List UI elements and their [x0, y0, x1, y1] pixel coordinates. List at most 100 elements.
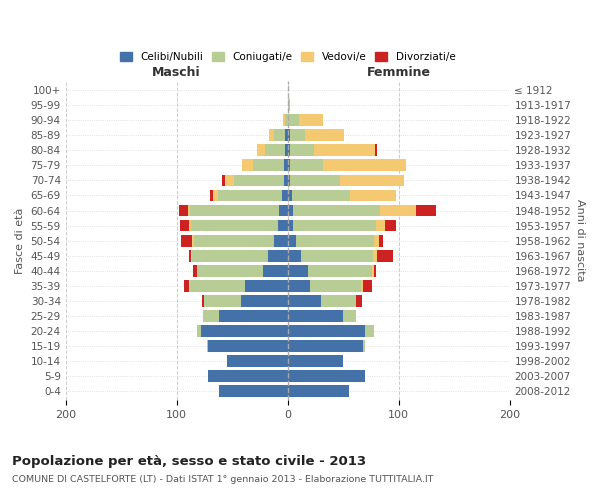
Bar: [323, 160, 406, 171]
Bar: [279, 204, 287, 216]
Bar: [363, 340, 365, 352]
Bar: [290, 160, 323, 171]
Bar: [193, 265, 197, 276]
Bar: [310, 280, 361, 291]
Bar: [287, 114, 299, 126]
Bar: [301, 250, 373, 262]
Bar: [314, 144, 375, 156]
Bar: [287, 204, 293, 216]
Bar: [227, 355, 287, 367]
Bar: [296, 235, 374, 246]
Bar: [377, 250, 393, 262]
Bar: [286, 114, 287, 126]
Bar: [189, 250, 191, 262]
Bar: [206, 340, 208, 352]
Bar: [321, 295, 356, 307]
Bar: [287, 295, 321, 307]
Bar: [287, 99, 290, 111]
Bar: [374, 235, 379, 246]
Bar: [287, 325, 365, 337]
Text: COMUNE DI CASTELFORTE (LT) - Dati ISTAT 1° gennaio 2013 - Elaborazione TUTTITALI: COMUNE DI CASTELFORTE (LT) - Dati ISTAT …: [12, 475, 433, 484]
Bar: [376, 220, 385, 232]
Bar: [203, 310, 219, 322]
Bar: [290, 174, 340, 186]
Text: Femmine: Femmine: [367, 66, 431, 78]
Bar: [282, 190, 287, 202]
Bar: [293, 204, 380, 216]
Legend: Celibi/Nubili, Coniugati/e, Vedovi/e, Divorziati/e: Celibi/Nubili, Coniugati/e, Vedovi/e, Di…: [116, 48, 460, 66]
Bar: [283, 114, 286, 126]
Text: Popolazione per età, sesso e stato civile - 2013: Popolazione per età, sesso e stato civil…: [12, 455, 366, 468]
Bar: [305, 130, 344, 141]
Bar: [189, 220, 191, 232]
Bar: [194, 235, 274, 246]
Bar: [263, 265, 287, 276]
Bar: [287, 265, 308, 276]
Bar: [379, 235, 383, 246]
Bar: [284, 160, 287, 171]
Bar: [287, 190, 292, 202]
Bar: [284, 174, 287, 186]
Bar: [189, 280, 190, 291]
Bar: [191, 250, 192, 262]
Bar: [210, 190, 213, 202]
Bar: [226, 174, 235, 186]
Bar: [363, 280, 372, 291]
Bar: [287, 280, 310, 291]
Bar: [287, 386, 349, 397]
Bar: [253, 160, 284, 171]
Bar: [287, 250, 301, 262]
Text: Maschi: Maschi: [152, 66, 201, 78]
Bar: [299, 114, 323, 126]
Bar: [290, 144, 314, 156]
Bar: [356, 295, 362, 307]
Bar: [278, 220, 287, 232]
Bar: [191, 220, 278, 232]
Bar: [192, 235, 194, 246]
Bar: [190, 280, 245, 291]
Bar: [219, 386, 287, 397]
Bar: [287, 174, 290, 186]
Bar: [269, 130, 274, 141]
Bar: [201, 325, 287, 337]
Bar: [222, 174, 226, 186]
Bar: [361, 280, 363, 291]
Bar: [180, 220, 189, 232]
Bar: [373, 250, 377, 262]
Bar: [365, 325, 374, 337]
Bar: [184, 280, 189, 291]
Bar: [287, 220, 293, 232]
Bar: [274, 235, 287, 246]
Bar: [241, 295, 287, 307]
Y-axis label: Anni di nascita: Anni di nascita: [575, 200, 585, 282]
Bar: [265, 144, 286, 156]
Bar: [375, 144, 377, 156]
Bar: [213, 190, 218, 202]
Bar: [208, 370, 287, 382]
Bar: [416, 204, 436, 216]
Bar: [179, 204, 188, 216]
Bar: [292, 190, 350, 202]
Bar: [287, 355, 343, 367]
Bar: [242, 160, 253, 171]
Bar: [308, 265, 372, 276]
Bar: [287, 130, 290, 141]
Bar: [219, 310, 287, 322]
Bar: [372, 265, 374, 276]
Bar: [290, 130, 305, 141]
Y-axis label: Fasce di età: Fasce di età: [15, 208, 25, 274]
Bar: [340, 174, 404, 186]
Bar: [202, 295, 205, 307]
Bar: [286, 130, 287, 141]
Bar: [374, 265, 376, 276]
Bar: [380, 204, 416, 216]
Bar: [197, 265, 263, 276]
Bar: [235, 174, 284, 186]
Bar: [274, 130, 286, 141]
Bar: [245, 280, 287, 291]
Bar: [208, 340, 287, 352]
Bar: [181, 235, 192, 246]
Bar: [385, 220, 397, 232]
Bar: [287, 310, 343, 322]
Bar: [343, 310, 356, 322]
